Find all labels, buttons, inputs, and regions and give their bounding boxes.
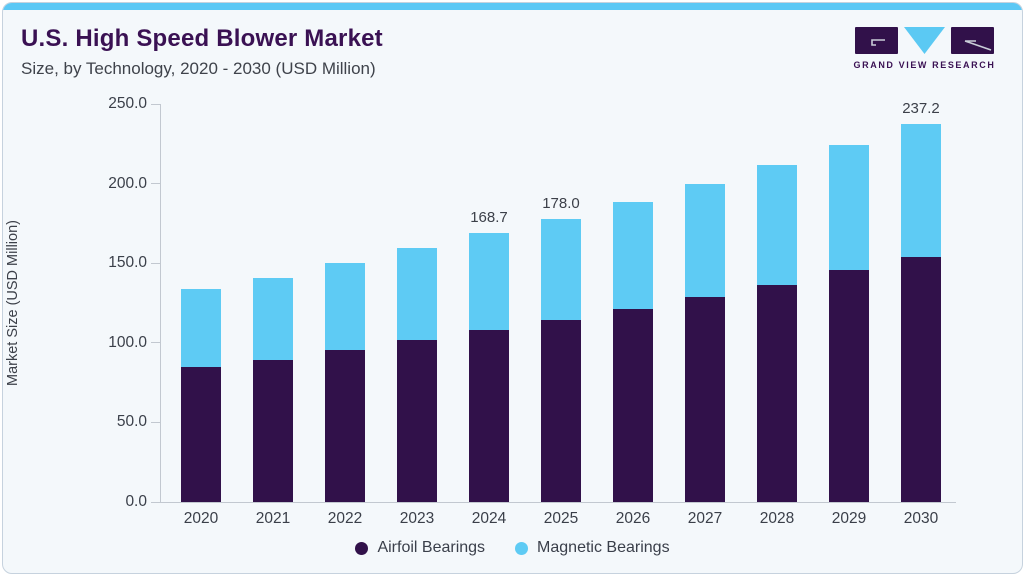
legend: Airfoil Bearings Magnetic Bearings [3,539,1022,557]
bar-segment-magnetic [469,233,509,330]
gvr-logo: GRAND VIEW RESEARCH [852,27,997,70]
bar-total-label: 178.0 [542,194,580,212]
gvr-logo-mark [852,27,997,54]
bar-segment-magnetic [829,145,869,271]
bar-segment-magnetic [901,124,941,257]
y-tick-mark [151,262,160,264]
bar-total-label: 168.7 [470,209,508,227]
y-tick-mark [151,103,160,105]
bar-segment-airfoil [541,319,581,502]
x-tick-label: 2020 [183,510,219,527]
bar-segment-magnetic [541,218,581,320]
bar-segment-magnetic [397,248,437,340]
page-subtitle: Size, by Technology, 2020 - 2030 (USD Mi… [21,59,376,78]
y-axis-line [160,104,161,503]
y-tick-label: 200.0 [108,174,147,192]
y-tick-label: 0.0 [125,493,147,510]
y-tick-mark [151,421,160,423]
top-accent-bar [3,3,1022,10]
logo-g-block-icon [855,27,898,54]
bar-segment-airfoil [397,339,437,502]
bar-segment-magnetic [757,165,797,285]
legend-label: Magnetic Bearings [537,539,670,556]
logo-r-block-icon [951,27,994,54]
legend-label: Airfoil Bearings [377,539,486,556]
bar-segment-airfoil [325,350,365,502]
logo-v-triangle-icon [904,27,945,54]
x-tick-label: 2024 [471,510,507,527]
bar-segment-airfoil [613,308,653,502]
x-tick-label: 2026 [615,510,651,527]
legend-item: Airfoil Bearings [355,539,485,557]
bar-segment-airfoil [829,270,869,502]
bar-segment-airfoil [685,296,725,502]
bar-segment-magnetic [325,262,365,351]
y-tick-label: 250.0 [108,95,147,112]
chart-area: Market Size (USD Million) 0.0 50.0 100.0 15… [3,3,1022,573]
bar-segment-airfoil [901,256,941,502]
bar-segment-airfoil [253,359,293,502]
x-tick-label: 2030 [903,510,939,527]
x-tick-label: 2028 [759,510,795,527]
y-tick-mark [151,183,160,185]
page-title: U.S. High Speed Blower Market [21,25,383,52]
y-tick-label: 100.0 [108,333,147,351]
bar-segment-magnetic [613,201,653,309]
x-tick-label: 2021 [255,510,291,527]
bar-segment-magnetic [685,183,725,297]
y-tick-mark [151,501,160,503]
legend-marker-icon [355,541,369,555]
y-tick-label: 150.0 [108,254,147,272]
bar-segment-airfoil [469,329,509,502]
legend-item: Magnetic Bearings [515,539,670,557]
x-tick-label: 2027 [687,510,723,527]
y-axis-title: Market Size (USD Million) [5,220,21,386]
x-axis-line [160,502,956,503]
x-tick-label: 2023 [399,510,435,527]
legend-marker-icon [515,541,529,555]
bar-segment-airfoil [757,284,797,502]
y-tick-label: 50.0 [116,413,147,431]
logo-text: GRAND VIEW RESEARCH [853,60,996,70]
bar-total-label: 237.2 [902,100,940,118]
bar-segment-magnetic [181,289,221,367]
bar-segment-magnetic [253,278,293,360]
x-tick-label: 2025 [543,510,579,527]
x-tick-label: 2022 [327,510,363,527]
bar-segment-airfoil [181,366,221,502]
y-tick-mark [151,342,160,344]
x-tick-label: 2029 [831,510,867,527]
